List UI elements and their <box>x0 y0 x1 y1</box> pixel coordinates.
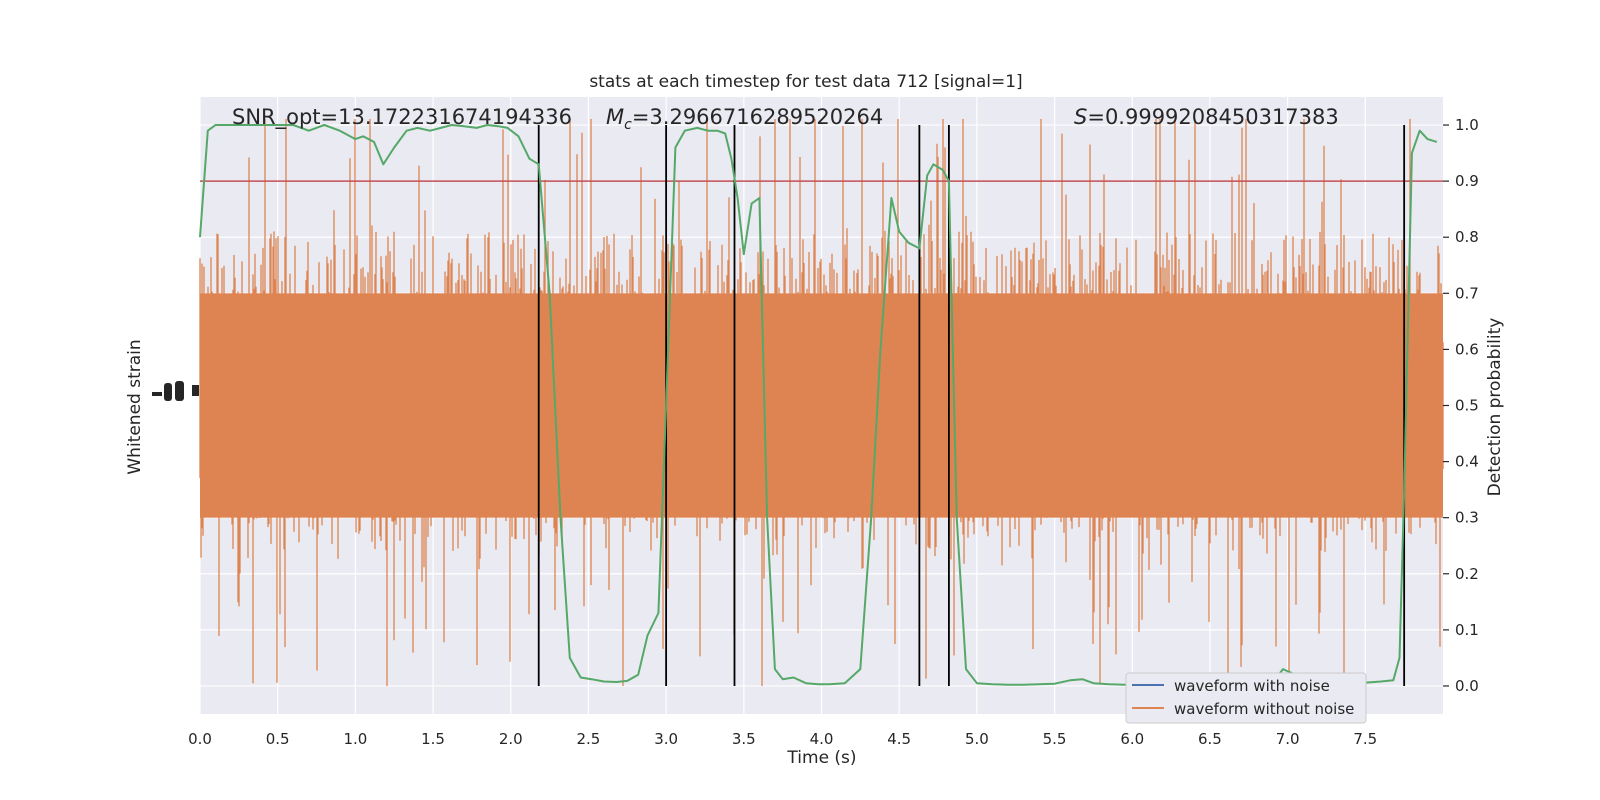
left-axis-tick-mark <box>152 392 162 396</box>
s-annotation: S=0.9999208450317383 <box>1074 105 1339 129</box>
right-tick-label: 0.1 <box>1455 621 1479 639</box>
right-tick-label: 0.4 <box>1455 453 1479 471</box>
x-tick-label: 0.0 <box>188 730 212 748</box>
legend: waveform with noise waveform without noi… <box>1125 672 1367 724</box>
x-tick-label: 4.5 <box>887 730 911 748</box>
x-tick-label: 7.0 <box>1276 730 1300 748</box>
strain-series-line <box>199 119 1444 686</box>
x-tick-label: 3.0 <box>654 730 678 748</box>
x-tick-label: 2.5 <box>577 730 601 748</box>
x-tick-label: 4.0 <box>810 730 834 748</box>
s-value: =0.9999208450317383 <box>1087 105 1338 129</box>
right-tick-label: 0.0 <box>1455 677 1479 695</box>
right-tick-label: 0.7 <box>1455 284 1479 302</box>
x-axis-ticks: 0.0 0.5 1.0 1.5 2.0 2.5 3.0 3.5 4.0 4.5 5.0 5.5 6.0 6… <box>188 730 1377 748</box>
left-axis-tick-mark <box>164 383 172 401</box>
x-tick-label: 3.5 <box>732 730 756 748</box>
left-axis-tick-clutter <box>152 381 199 401</box>
left-axis-tick-mark <box>175 381 184 401</box>
x-tick-label: 5.0 <box>965 730 989 748</box>
strain-series-layer <box>199 119 1444 686</box>
stat-annotations: SNR_opt=13.172231674194336 Mc=3.29667162… <box>232 105 1339 133</box>
right-tick-label: 0.9 <box>1455 172 1479 190</box>
x-tick-label: 1.0 <box>343 730 367 748</box>
x-tick-label: 2.0 <box>499 730 523 748</box>
x-tick-label: 0.5 <box>266 730 290 748</box>
chart-title: stats at each timestep for test data 712… <box>589 72 1022 92</box>
legend-label-clean: waveform without noise <box>1174 700 1354 718</box>
chirp-mass-value: =3.2966716289520264 <box>632 105 883 129</box>
snr-annotation: SNR_opt=13.172231674194336 <box>232 105 572 130</box>
x-tick-label: 6.0 <box>1120 730 1144 748</box>
right-tick-label: 0.3 <box>1455 509 1479 527</box>
legend-box <box>1125 672 1367 724</box>
x-tick-label: 6.5 <box>1198 730 1222 748</box>
chirp-mass-symbol: M <box>606 105 624 129</box>
chirp-mass-subscript: c <box>624 117 632 133</box>
right-tick-label: 0.6 <box>1455 340 1479 358</box>
legend-label-noise: waveform with noise <box>1174 677 1330 695</box>
right-axis-ticks: 0.0 0.1 0.2 0.3 0.4 0.5 0.6 0.7 0.8 0.9 1.0 <box>1443 116 1479 695</box>
right-tick-label: 1.0 <box>1455 116 1479 134</box>
right-tick-label: 0.2 <box>1455 565 1479 583</box>
s-symbol: S <box>1074 105 1087 129</box>
left-axis-tick-mark <box>192 385 199 396</box>
chirp-mass-annotation: Mc=3.2966716289520264 <box>606 105 883 133</box>
x-tick-label: 7.5 <box>1353 730 1377 748</box>
x-tick-label: 5.5 <box>1043 730 1067 748</box>
x-tick-label: 1.5 <box>421 730 445 748</box>
right-tick-label: 0.5 <box>1455 397 1479 415</box>
right-tick-label: 0.8 <box>1455 228 1479 246</box>
vertical-markers <box>537 125 1406 686</box>
left-axis-label: Whitened strain <box>125 339 145 474</box>
right-axis-label: Detection probability <box>1485 318 1505 497</box>
x-axis-label: Time (s) <box>786 748 856 768</box>
